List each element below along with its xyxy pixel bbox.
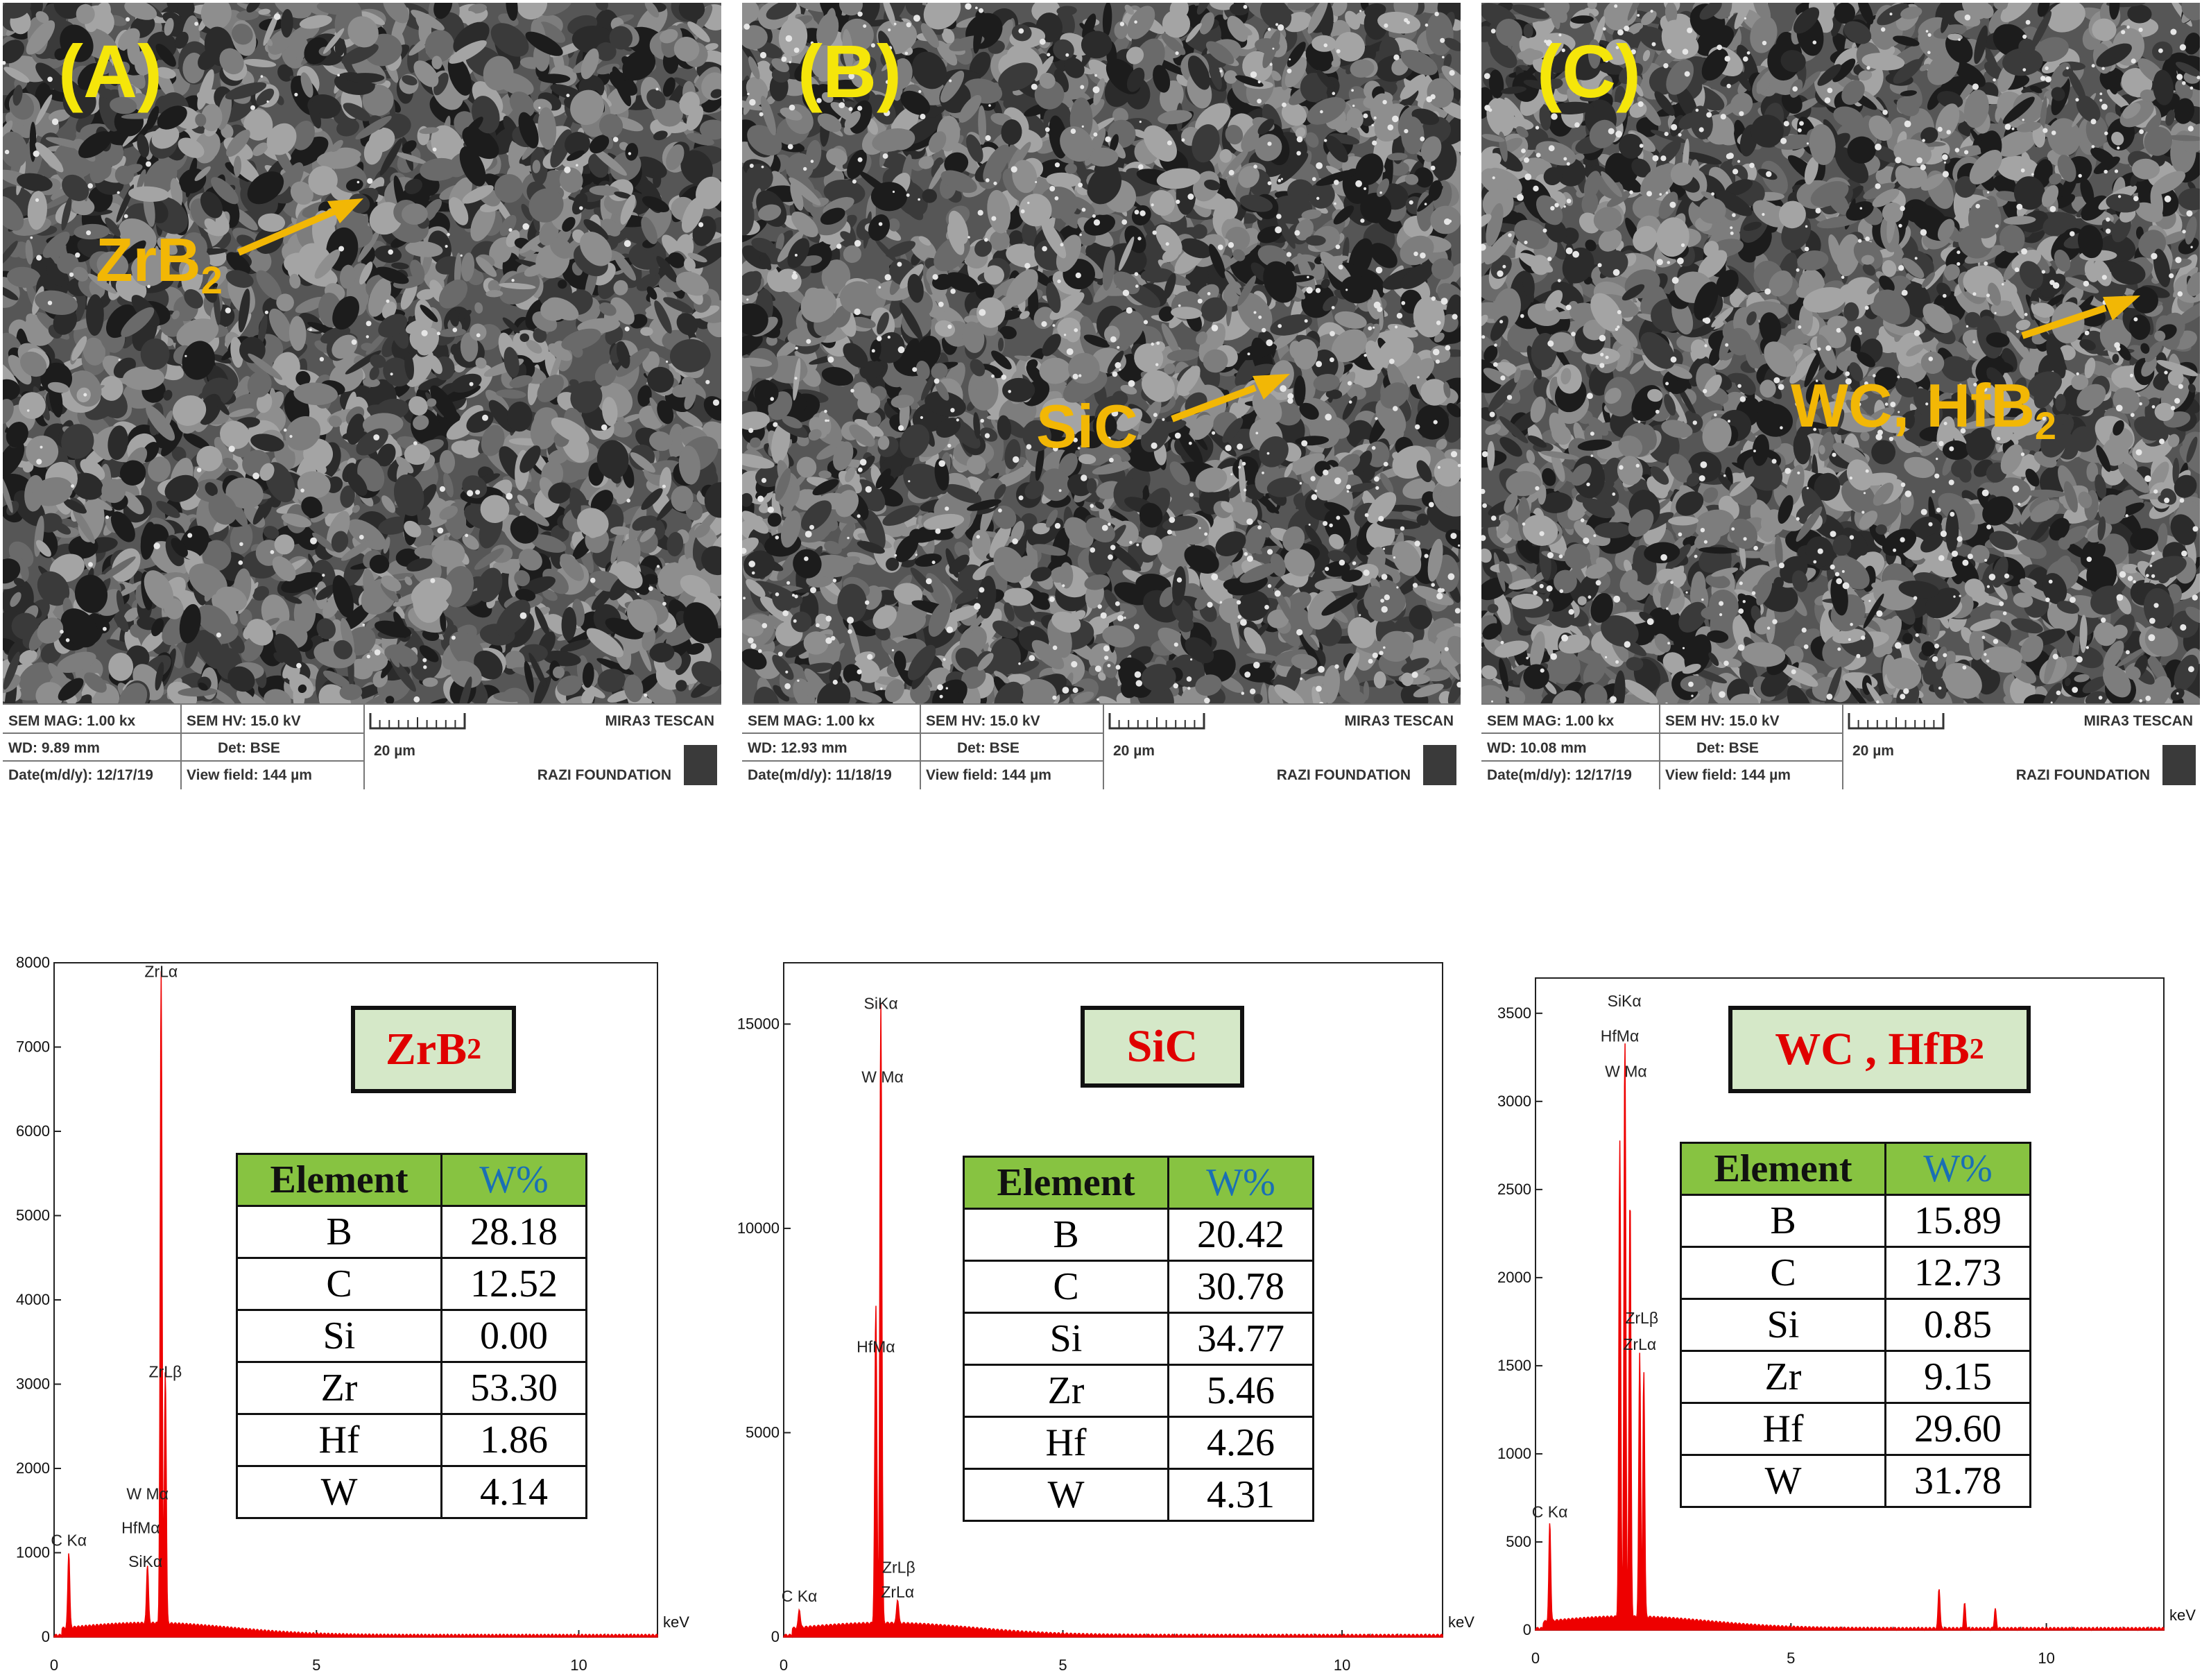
scale-bar [369, 713, 466, 730]
sem-grain [596, 658, 634, 675]
sem-grain [207, 266, 228, 290]
logo-icon [684, 745, 717, 785]
sem-grain [336, 119, 360, 137]
sem-grain [418, 377, 447, 391]
sem-grain [533, 327, 547, 343]
sem-grain [214, 436, 234, 463]
sem-grain [539, 22, 566, 43]
sem-grain [99, 61, 113, 75]
phase-label-zrb2: ZrB2 [96, 225, 223, 302]
sem-grain [468, 3, 488, 14]
sem-grain [256, 270, 282, 300]
sem-grain [106, 639, 134, 651]
sem-wd: WD: 9.89 mm [8, 740, 100, 756]
sem-grain [357, 229, 381, 262]
sem-det: Det: BSE [218, 740, 280, 756]
sem-grain [5, 112, 33, 138]
sem-grain [461, 252, 475, 282]
sem-date: Date(m/d/y): 12/17/19 [8, 767, 153, 783]
sem-info-bar-a: SEM MAG: 1.00 kx SEM HV: 15.0 kV WD: 9.8… [3, 703, 721, 789]
sem-grain [636, 273, 660, 291]
sem-grain [705, 43, 719, 51]
sem-grain [596, 63, 620, 75]
sem-grain [687, 252, 707, 263]
sem-grain [252, 585, 269, 601]
sem-grain [519, 333, 530, 343]
sem-mag: SEM MAG: 1.00 kx [8, 713, 136, 729]
sem-grain [365, 332, 386, 355]
sem-panel-a: (A) ZrB2 SEM MAG: 1.00 kx SEM HV: 15.0 k… [3, 3, 721, 789]
sem-grain [474, 302, 483, 314]
sem-grain [239, 609, 252, 626]
sem-grain [277, 64, 293, 82]
lab-name: RAZI FOUNDATION [537, 767, 671, 783]
sem-grain [542, 589, 558, 601]
sem-grain [264, 689, 291, 705]
sem-grain [616, 483, 634, 504]
sem-grain [290, 136, 329, 167]
sem-grain [518, 644, 548, 663]
sem-grain [634, 156, 667, 179]
sem-grain [268, 391, 284, 411]
sem-panel-b: (B) SiC SEM MAG: 1.00 kx SEM HV: 15.0 kV… [742, 3, 1461, 789]
sem-grain [526, 340, 542, 354]
sem-hv: SEM HV: 15.0 kV [187, 713, 301, 729]
sem-grain [197, 69, 214, 110]
sem-view-field: View field: 144 µm [187, 767, 312, 783]
scale-label: 20 µm [374, 743, 415, 759]
sem-grain [171, 446, 187, 462]
sem-grain [686, 132, 714, 146]
sem-grain [375, 246, 402, 263]
sem-grain [243, 109, 273, 141]
sem-grain [621, 413, 642, 423]
microscope-brand: MIRA3 TESCAN [605, 713, 714, 729]
sem-grain [25, 239, 33, 265]
sem-grain [230, 522, 253, 555]
sem-grain [502, 317, 520, 334]
panel-letter-a: (A) [58, 29, 162, 113]
sem-grain [210, 354, 232, 364]
sem-grain [490, 23, 529, 57]
sem-grain [274, 3, 312, 19]
sem-grain [7, 266, 41, 288]
sem-grain [123, 608, 139, 622]
sem-grain [391, 262, 409, 270]
sem-micrograph-a [3, 3, 721, 705]
sem-grain [691, 242, 721, 269]
sem-grain [248, 248, 272, 273]
sem-grain [637, 385, 652, 407]
sem-grain [699, 119, 721, 140]
sem-grain [517, 495, 528, 507]
sem-grain [26, 313, 53, 341]
